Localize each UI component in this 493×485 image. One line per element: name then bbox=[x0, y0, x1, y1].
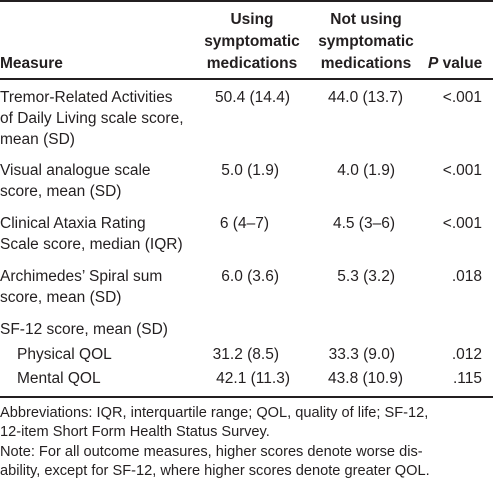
row-label-line: Clinical Ataxia Rating bbox=[0, 215, 146, 232]
bottom-rule bbox=[0, 396, 493, 398]
header-using-line3: medications bbox=[206, 55, 298, 72]
cell-p-value: .018 bbox=[451, 268, 482, 285]
cell-not-using: 33.3 (9.0) bbox=[328, 346, 395, 363]
header-using-line1: Using bbox=[230, 11, 274, 28]
cell-using: 6.0 (3.6) bbox=[221, 268, 279, 285]
header-p-value: P value bbox=[428, 53, 482, 74]
footnote-line: ability, except for SF-12, where higher … bbox=[0, 463, 430, 479]
header-notusing-line3: medications bbox=[320, 55, 412, 72]
cell-p-value: <.001 bbox=[442, 215, 482, 232]
footnote-line: Abbreviations: IQR, interquartile range;… bbox=[0, 405, 429, 421]
footnote-line: Note: For all outcome measures, higher s… bbox=[0, 444, 423, 460]
top-rule bbox=[0, 0, 493, 2]
row-label-line: Visual analogue scale bbox=[0, 162, 151, 179]
row-label-line: score, mean (SD) bbox=[0, 183, 122, 200]
header-measure: Measure bbox=[0, 55, 63, 72]
cell-not-using: 44.0 (13.7) bbox=[328, 89, 403, 106]
cell-p-value: .012 bbox=[451, 346, 482, 363]
cell-p-value: <.001 bbox=[442, 89, 482, 106]
row-label-line: mean (SD) bbox=[0, 131, 75, 148]
cell-using: 42.1 (11.3) bbox=[216, 370, 290, 387]
row-label-line: score, mean (SD) bbox=[0, 289, 122, 306]
section-label: SF-12 score, mean (SD) bbox=[0, 321, 168, 338]
cell-using: 5.0 (1.9) bbox=[221, 162, 279, 179]
header-p-rest: value bbox=[438, 55, 483, 72]
header-notusing-line2: symptomatic bbox=[318, 33, 414, 50]
cell-not-using: 4.0 (1.9) bbox=[337, 162, 395, 179]
row-label-line: of Daily Living scale score, bbox=[0, 110, 184, 127]
cell-not-using: 43.8 (10.9) bbox=[328, 370, 403, 387]
cell-using: 6 (4–7) bbox=[219, 215, 269, 232]
header-rule bbox=[0, 78, 493, 80]
cell-p-value: <.001 bbox=[442, 162, 482, 179]
cell-p-value: .115 bbox=[452, 370, 482, 387]
header-p-letter: P bbox=[428, 55, 439, 72]
header-using-line2: symptomatic bbox=[204, 33, 300, 50]
row-label-line: Mental QOL bbox=[17, 370, 101, 387]
cell-not-using: 4.5 (3–6) bbox=[332, 215, 395, 232]
row-label-line: Archimedes’ Spiral sum bbox=[0, 268, 163, 285]
row-label-line: Scale score, median (IQR) bbox=[0, 236, 183, 253]
row-label-line: Physical QOL bbox=[17, 346, 112, 363]
cell-using: 31.2 (8.5) bbox=[212, 346, 279, 363]
cell-using: 50.4 (14.4) bbox=[215, 89, 290, 106]
header-notusing-line1: Not using bbox=[330, 11, 402, 28]
cell-not-using: 5.3 (3.2) bbox=[337, 268, 395, 285]
row-label-line: Tremor-Related Activities bbox=[0, 89, 173, 106]
footnote-line: 12-item Short Form Health Status Survey. bbox=[0, 424, 270, 440]
